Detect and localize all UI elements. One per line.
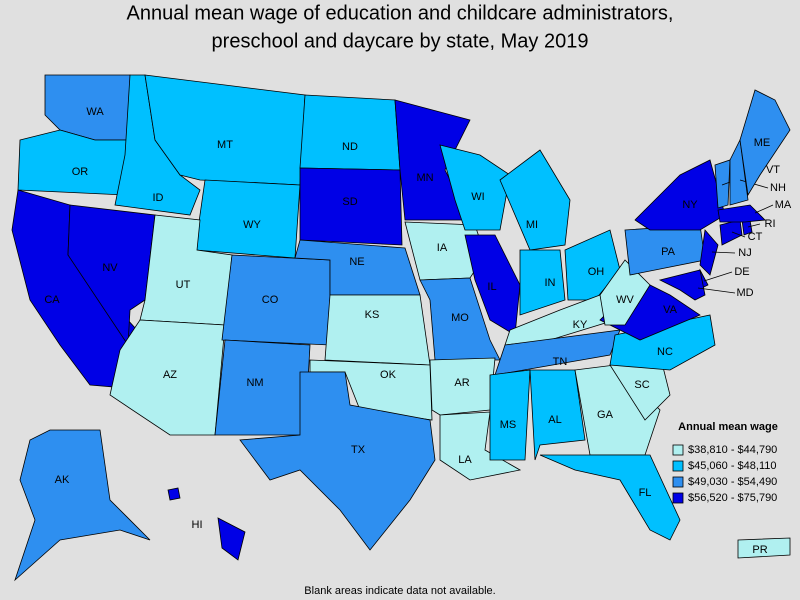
leader-line xyxy=(754,204,774,214)
state-label: IL xyxy=(487,281,496,293)
state xyxy=(519,249,566,316)
state-label: AZ xyxy=(163,369,177,381)
leader-line xyxy=(703,271,733,282)
state-label: FL xyxy=(639,487,652,499)
state-label: DE xyxy=(734,266,749,278)
state-label: VA xyxy=(663,304,678,316)
state xyxy=(717,204,766,223)
state-label: TX xyxy=(351,444,366,456)
legend-label: $38,810 - $44,790 xyxy=(688,444,777,456)
state-label: MN xyxy=(416,172,433,184)
footnote: Blank areas indicate data not available. xyxy=(304,585,495,597)
state-label: MO xyxy=(451,312,469,324)
state-label: CT xyxy=(748,231,763,243)
legend-swatch xyxy=(672,460,684,472)
state-label: PA xyxy=(661,246,676,258)
state-label: UT xyxy=(176,279,191,291)
leader-line xyxy=(711,251,736,254)
state-label: WA xyxy=(86,106,104,118)
state-label: ID xyxy=(153,192,164,204)
state-label: MT xyxy=(217,139,233,151)
state-label: MI xyxy=(526,219,538,231)
state xyxy=(737,537,791,559)
state-label: KS xyxy=(365,309,380,321)
state-label: MA xyxy=(775,199,792,211)
state xyxy=(729,138,749,206)
state xyxy=(324,294,431,366)
state-label: IA xyxy=(437,242,448,254)
state-label: AK xyxy=(55,474,70,486)
state-label: WY xyxy=(243,219,261,231)
state xyxy=(429,357,496,416)
state xyxy=(17,129,136,196)
state-label: CO xyxy=(262,294,279,306)
leader-line xyxy=(731,231,746,238)
legend-title: Annual mean wage xyxy=(678,421,778,433)
state xyxy=(574,364,661,456)
state-label: NC xyxy=(657,346,673,358)
state-label: SD xyxy=(342,196,357,208)
state-label: OH xyxy=(588,266,605,278)
state-label: GA xyxy=(597,409,614,421)
state-label: NJ xyxy=(738,247,751,259)
state-label: VT xyxy=(766,164,780,176)
state-label: NY xyxy=(682,199,698,211)
state-label: SC xyxy=(634,379,649,391)
state-label: IN xyxy=(545,277,556,289)
state xyxy=(499,149,571,251)
state xyxy=(714,159,731,209)
state-label: RI xyxy=(765,218,776,230)
legend-label: $49,030 - $54,490 xyxy=(688,476,777,488)
state-label: OK xyxy=(380,369,397,381)
leader-line xyxy=(697,287,736,294)
legend-swatch xyxy=(672,444,684,456)
state-label: AL xyxy=(548,414,561,426)
state-label: KY xyxy=(573,319,588,331)
state-label: NV xyxy=(102,262,118,274)
state xyxy=(599,259,651,326)
state-label: PR xyxy=(752,544,767,556)
state-label: MS xyxy=(500,419,517,431)
state xyxy=(658,269,706,301)
state xyxy=(299,167,403,246)
state xyxy=(489,369,531,461)
state-label: ND xyxy=(342,141,358,153)
state-label: ME xyxy=(754,137,771,149)
state xyxy=(539,454,681,541)
state-label: LA xyxy=(458,454,472,466)
state-label: MD xyxy=(736,287,753,299)
state-label: AR xyxy=(454,377,469,389)
legend-swatch xyxy=(672,492,684,504)
state-label: WV xyxy=(616,294,634,306)
state xyxy=(529,369,586,461)
state-label: NH xyxy=(770,182,786,194)
state xyxy=(167,487,181,501)
state xyxy=(217,517,246,561)
state xyxy=(739,89,791,197)
state xyxy=(14,429,151,582)
state-label: NE xyxy=(349,256,364,268)
state xyxy=(699,229,719,276)
legend-label: $45,060 - $48,110 xyxy=(688,460,776,472)
state-label: HI xyxy=(192,519,203,531)
state-label: TN xyxy=(553,356,568,368)
state-label: CA xyxy=(44,294,60,306)
leader-line xyxy=(747,223,761,228)
state xyxy=(299,94,401,171)
legend-swatch xyxy=(672,476,684,488)
state xyxy=(239,371,436,551)
state xyxy=(609,314,716,371)
title-line: preschool and daycare by state, May 2019 xyxy=(212,30,589,52)
state-label: WI xyxy=(471,191,484,203)
state-label: NM xyxy=(246,377,263,389)
state xyxy=(494,329,621,376)
state xyxy=(439,144,511,231)
title-line: Annual mean wage of education and childc… xyxy=(127,2,674,24)
state-label: OR xyxy=(72,166,89,178)
legend-label: $56,520 - $75,790 xyxy=(688,492,777,504)
